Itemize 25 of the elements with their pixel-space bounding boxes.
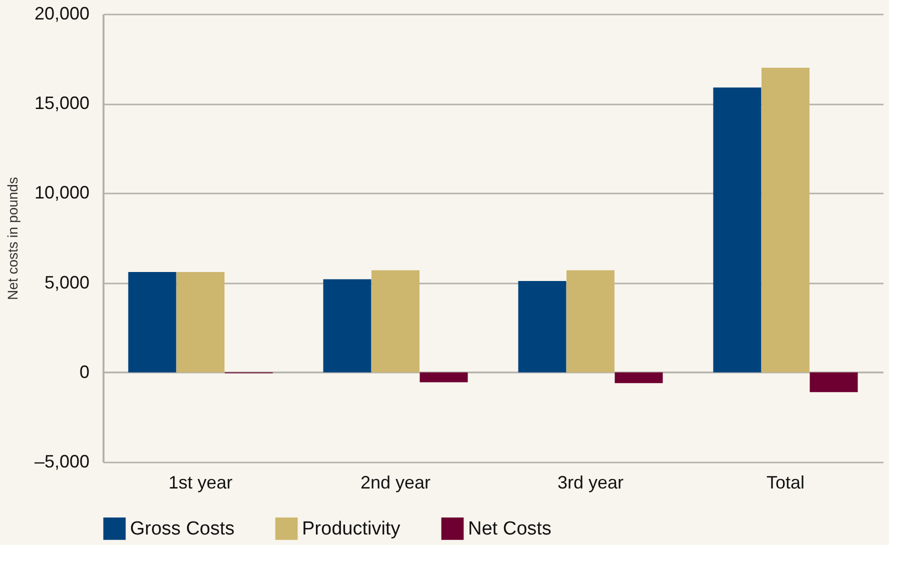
- y-axis-title: Net costs in pounds: [4, 177, 20, 300]
- bar: [810, 372, 858, 392]
- bar: [420, 372, 468, 382]
- bar: [176, 272, 224, 372]
- legend-label: Net Costs: [468, 518, 552, 540]
- x-tick-label: 3rd year: [557, 472, 624, 492]
- bar: [128, 272, 176, 372]
- x-tick-label: Total: [766, 472, 805, 492]
- x-tick-label: 2nd year: [360, 472, 431, 492]
- x-tick-label: 1st year: [168, 472, 233, 492]
- bar: [762, 68, 810, 372]
- y-tick-label: 5,000: [44, 272, 90, 292]
- y-tick-label: 15,000: [34, 93, 90, 114]
- y-tick-label: 0: [79, 362, 90, 382]
- bar: [518, 281, 566, 372]
- bar: [614, 372, 663, 384]
- y-tick-label: –5,000: [34, 452, 90, 472]
- y-tick-label: 20,000: [34, 4, 90, 24]
- legend-label: Productivity: [302, 518, 401, 540]
- bar: [323, 279, 372, 372]
- bar: [566, 270, 614, 372]
- legend-label: Gross Costs: [130, 518, 235, 540]
- bar: [372, 270, 420, 372]
- bar: [713, 87, 762, 372]
- y-tick-label: 10,000: [34, 182, 90, 203]
